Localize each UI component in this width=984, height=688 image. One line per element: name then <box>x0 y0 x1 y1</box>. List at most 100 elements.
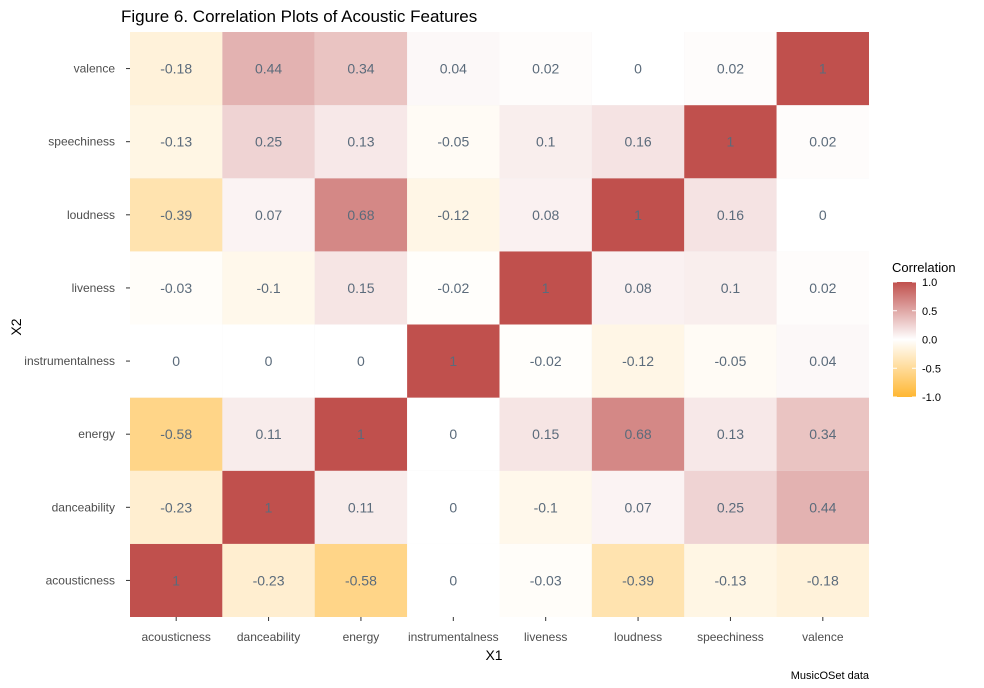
heatmap-cell <box>684 105 777 179</box>
cell-value-label: 0 <box>265 353 273 369</box>
cell-value-label: 0.02 <box>809 280 836 296</box>
heatmap-cell <box>684 324 777 398</box>
cell-value-label: -0.23 <box>253 572 285 588</box>
cell-value-label: 0.08 <box>532 207 559 223</box>
heatmap-cell <box>684 251 777 325</box>
heatmap-cell <box>314 178 408 252</box>
cell-value-label: 0 <box>819 207 827 223</box>
cell-value-label: -0.39 <box>622 572 654 588</box>
heatmap-cell <box>776 324 869 398</box>
cell-value-label: -0.13 <box>714 572 746 588</box>
cell-value-label: -0.18 <box>807 572 839 588</box>
heatmap-cell <box>776 251 869 325</box>
cell-value-label: 0.16 <box>624 134 651 150</box>
cell-value-label: 1 <box>172 572 180 588</box>
heatmap-cell <box>222 470 315 544</box>
heatmap-cell <box>499 178 592 252</box>
legend-tick-label: 0.0 <box>922 335 937 347</box>
cell-value-label: -0.39 <box>160 207 192 223</box>
chart-title: Figure 6. Correlation Plots of Acoustic … <box>121 7 477 26</box>
heatmap-cell <box>499 105 592 179</box>
heatmap-cell <box>222 105 315 179</box>
cell-value-label: -0.02 <box>437 280 469 296</box>
cell-value-label: -0.23 <box>160 499 192 515</box>
heatmap-cell <box>591 397 685 471</box>
cell-value-label: 0.11 <box>348 499 374 515</box>
cell-value-label: -0.05 <box>437 134 469 150</box>
cell-value-label: 0.13 <box>347 134 374 150</box>
legend-ticks: 1.0 0.5 0.0 -0.5 -1.0 <box>893 277 941 404</box>
cell-value-label: -0.58 <box>345 572 377 588</box>
legend-tick-label: 1.0 <box>922 277 937 289</box>
y-tick-label: loudness <box>67 208 115 222</box>
heatmap-cell <box>776 470 869 544</box>
cell-value-label: -0.03 <box>530 572 562 588</box>
heatmap-cell <box>407 178 500 252</box>
cell-value-label: 0 <box>449 572 457 588</box>
cell-value-label: -0.58 <box>160 426 192 442</box>
x-tick-label: instrumentalness <box>408 630 499 644</box>
y-tick-label: valence <box>74 62 116 76</box>
cell-value-label: 0.04 <box>440 61 467 77</box>
cell-value-label: 0.02 <box>532 61 559 77</box>
heatmap-cell <box>222 178 315 252</box>
cell-value-label: 0.02 <box>717 61 744 77</box>
heatmap-cell <box>591 324 685 398</box>
cell-value-label: 0.1 <box>536 134 556 150</box>
heatmap-cell <box>314 32 408 106</box>
y-tick-label: liveness <box>72 281 115 295</box>
cell-value-label: -0.13 <box>160 134 192 150</box>
cell-value-label: 1 <box>265 499 273 515</box>
heatmap-cell-labels: 1 -0.23 -0.58 0 -0.03 -0.39 -0.13 -0.18 -0.23 1 0.… <box>160 61 839 589</box>
cell-value-label: -0.05 <box>714 353 746 369</box>
x-tick-label: valence <box>802 630 844 644</box>
heatmap-cell <box>776 32 869 106</box>
heatmap-cell <box>407 470 500 544</box>
heatmap-cell <box>130 105 223 179</box>
x-tick-label: liveness <box>524 630 567 644</box>
y-tick-label: energy <box>78 427 115 441</box>
heatmap-cell <box>499 543 592 617</box>
y-tick-label: speechiness <box>48 135 115 149</box>
heatmap-cell <box>314 105 408 179</box>
x-axis-title: X1 <box>485 647 502 663</box>
cell-value-label: 1 <box>542 280 550 296</box>
cell-value-label: 0.15 <box>532 426 559 442</box>
heatmap-cell <box>314 251 408 325</box>
heatmap-cell <box>407 397 500 471</box>
cell-value-label: 0.34 <box>809 426 836 442</box>
cell-value-label: 1 <box>449 353 457 369</box>
cell-value-label: 0.11 <box>255 426 281 442</box>
heatmap-cells <box>130 32 869 617</box>
cell-value-label: 0.07 <box>624 499 651 515</box>
heatmap-cell <box>314 397 408 471</box>
cell-value-label: -0.1 <box>534 499 558 515</box>
legend-tick-label: -1.0 <box>922 392 941 404</box>
cell-value-label: 0.02 <box>809 134 836 150</box>
cell-value-label: 0 <box>172 353 180 369</box>
x-tick-label: acousticness <box>142 630 211 644</box>
heatmap-cell <box>591 105 685 179</box>
cell-value-label: 0 <box>449 426 457 442</box>
cell-value-label: 1 <box>634 207 642 223</box>
heatmap-cell <box>407 543 500 617</box>
cell-value-label: 0.25 <box>717 499 744 515</box>
heatmap-cell <box>684 543 777 617</box>
heatmap-cell <box>407 324 500 398</box>
x-axis-ticks: acousticness danceability energy instrument… <box>142 617 844 644</box>
heatmap-cell <box>591 470 685 544</box>
legend-color-bar <box>893 282 916 397</box>
y-tick-label: acousticness <box>46 573 115 587</box>
heatmap-cell <box>130 470 223 544</box>
heatmap-cell <box>684 397 777 471</box>
heatmap-cell <box>130 251 223 325</box>
cell-value-label: 0.08 <box>624 280 651 296</box>
cell-value-label: 0.44 <box>255 61 282 77</box>
x-tick-label: loudness <box>614 630 662 644</box>
y-tick-label: danceability <box>52 500 115 514</box>
heatmap-cell <box>684 178 777 252</box>
cell-value-label: -0.12 <box>437 207 469 223</box>
heatmap-cell <box>499 251 592 325</box>
